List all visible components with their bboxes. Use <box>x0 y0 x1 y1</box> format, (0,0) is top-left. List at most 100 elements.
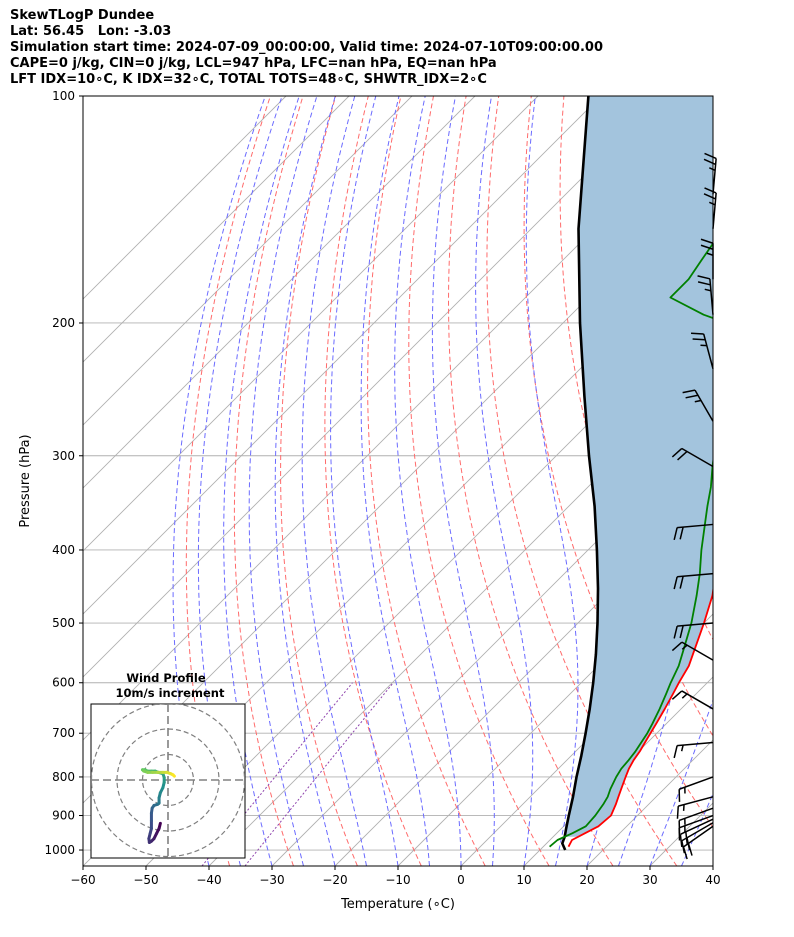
x-tick-label: 30 <box>642 873 657 887</box>
chart-location: Lat: 56.45 Lon: -3.03 <box>10 24 172 39</box>
isotherm-gridline <box>83 96 350 363</box>
y-tick-label: 800 <box>52 770 75 784</box>
wind-barb-flag <box>692 338 706 341</box>
wind-barb <box>703 152 717 195</box>
y-tick-label: 400 <box>52 543 75 557</box>
wind-barb <box>673 572 714 590</box>
x-tick-label: −60 <box>70 873 95 887</box>
wind-barb-flag <box>671 447 683 458</box>
moist-adiabat-line <box>712 864 713 866</box>
dry-adiabat-line <box>523 96 713 829</box>
chart-title: SkewTLogP Dundee <box>10 8 155 23</box>
wind-barb <box>673 523 714 541</box>
isotherm-gridline <box>523 676 713 866</box>
wind-barb-flag <box>673 576 678 590</box>
parcel-profile-line <box>561 96 600 851</box>
wind-barb-flag <box>679 834 683 848</box>
wind-barb-flag <box>679 526 684 540</box>
isotherm-gridline <box>83 96 539 552</box>
wind-barb-half-flag <box>708 201 716 206</box>
wind-barb-flag <box>697 275 711 280</box>
wind-barb-staff <box>677 741 714 747</box>
dry-adiabat-line <box>559 96 713 738</box>
wind-barb-flag <box>700 238 714 244</box>
profile-lines <box>549 96 713 851</box>
wind-barb-half-flag <box>680 744 684 752</box>
wind-barb <box>678 776 714 802</box>
isotherm-gridline <box>334 487 713 866</box>
isotherm-gridline <box>145 298 713 866</box>
dry-adiabat-line <box>727 96 794 866</box>
x-tick-label: 20 <box>579 873 594 887</box>
isotherm-gridline <box>712 865 713 866</box>
moist-adiabat-line <box>248 96 318 866</box>
x-tick-label: 0 <box>457 873 465 887</box>
x-tick-label: −30 <box>259 873 284 887</box>
wind-barb <box>673 622 714 639</box>
wind-barb-flag <box>681 840 686 854</box>
x-axis: −60 −50 −40 −30 −20 −10 0 10 20 30 40 <box>70 866 721 887</box>
wind-barb-staff <box>712 192 717 229</box>
moist-adiabat-line <box>360 96 430 866</box>
wind-barb-flag <box>704 152 717 160</box>
y-tick-label: 200 <box>52 316 75 330</box>
hodograph-subtitle: 10m/s increment <box>116 686 225 700</box>
wind-barb-flag <box>685 831 689 845</box>
temperature-profile-line <box>567 585 713 848</box>
y-tick-label: 1000 <box>44 843 75 857</box>
mixing-ratio-line <box>244 682 394 866</box>
wind-barb <box>697 275 714 315</box>
wind-barb <box>678 807 714 834</box>
isotherm-gridline <box>83 96 413 426</box>
hodograph-trace-segment <box>171 773 176 778</box>
moist-adiabat-line <box>197 96 283 866</box>
dry-adiabat-line <box>447 96 614 866</box>
wind-barb-staff <box>678 776 714 790</box>
y-tick-label: 100 <box>52 89 75 103</box>
dewpoint-profile-line <box>549 241 713 848</box>
x-tick-label: −40 <box>196 873 221 887</box>
moist-adiabat-line <box>525 96 579 866</box>
wind-barb-flag <box>671 641 683 652</box>
wind-barb-flag <box>673 626 678 639</box>
dry-adiabat-line <box>280 96 358 866</box>
hodograph-ring <box>91 704 245 858</box>
moist-adiabat-line <box>172 96 266 866</box>
wind-barb-flag <box>697 281 711 286</box>
wind-barb-flag <box>703 158 716 166</box>
moist-adiabat-line <box>649 698 713 866</box>
wind-barb <box>691 332 714 369</box>
moist-adiabat-line <box>681 792 713 866</box>
wind-barb <box>703 187 717 229</box>
dry-adiabat-line <box>408 96 550 866</box>
wind-barbs <box>671 96 717 866</box>
x-axis-title: Temperature (∘C) <box>340 897 455 912</box>
wind-barb-flag <box>677 450 688 461</box>
wind-barb-half-flag <box>704 288 712 292</box>
wind-barb-half-flag <box>708 167 716 172</box>
mixing-ratio-line <box>201 682 353 866</box>
moist-adiabat-line <box>330 96 399 866</box>
moist-adiabat-line <box>301 96 367 866</box>
wind-barb <box>671 447 714 468</box>
moist-adiabat-line <box>274 96 336 866</box>
dry-adiabat-line <box>486 96 678 866</box>
wind-barb-flag <box>673 745 678 759</box>
chart-times: Simulation start time: 2024-07-09_00:00:… <box>10 40 603 55</box>
x-tick-label: −10 <box>385 873 410 887</box>
wind-barb <box>679 818 714 848</box>
isotherm-gridline <box>397 550 713 866</box>
wind-barb-flag <box>673 527 678 541</box>
dry-adiabat-line <box>760 96 794 866</box>
wind-barb-flag <box>671 690 683 700</box>
wind-barb-flag <box>676 806 679 819</box>
hodograph-plot <box>91 704 245 858</box>
wind-barb-half-flag <box>706 252 714 256</box>
moist-adiabat-line <box>394 96 462 866</box>
cape-cin-fill <box>564 96 713 837</box>
x-tick-label: 10 <box>516 873 531 887</box>
y-tick-label: 700 <box>52 726 75 740</box>
y-tick-label: 500 <box>52 616 75 630</box>
isotherm-gridline <box>83 96 287 300</box>
